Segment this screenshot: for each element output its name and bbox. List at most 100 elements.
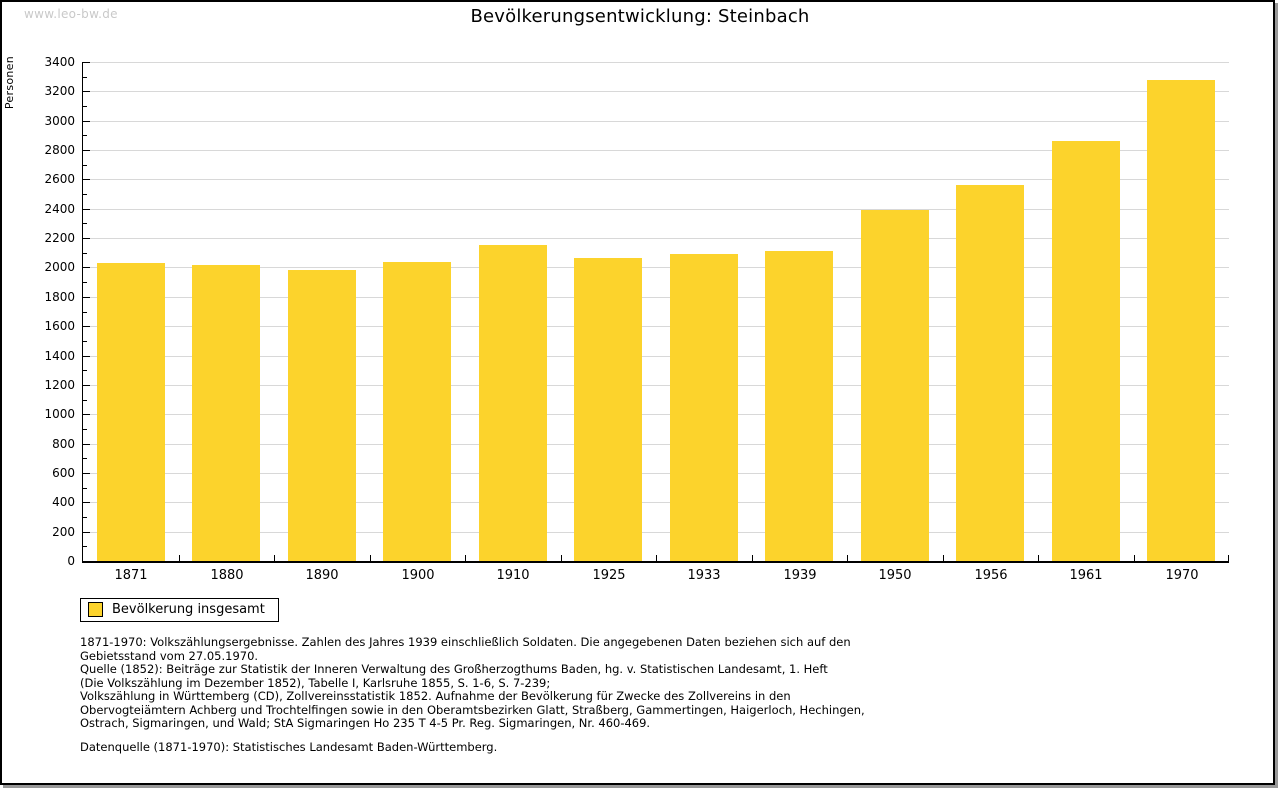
gridline bbox=[83, 150, 1229, 151]
y-minor-tick bbox=[83, 546, 87, 547]
y-minor-tick bbox=[83, 106, 87, 107]
y-tick-label: 2000 bbox=[44, 260, 75, 274]
footnote-line: (Die Volkszählung im Dezember 1852), Tab… bbox=[80, 675, 551, 690]
y-tick-label: 1800 bbox=[44, 290, 75, 304]
y-minor-tick bbox=[83, 194, 87, 195]
y-axis-tick-labels: 0 200 400 600 800 1000 1200 1400 1600 1800 2000 220… bbox=[0, 55, 75, 568]
footnotes: 1871-1970: Volkszählungsergebnisse. Zahl… bbox=[80, 635, 865, 731]
y-minor-tick bbox=[83, 253, 87, 254]
x-boundary-tick bbox=[1134, 555, 1135, 561]
y-minor-tick bbox=[83, 77, 87, 78]
y-tick-label: 0 bbox=[67, 554, 75, 568]
x-tick-label: 1890 bbox=[305, 568, 339, 583]
x-boundary-tick bbox=[274, 555, 275, 561]
legend-swatch-icon bbox=[88, 602, 103, 617]
x-tick-label: 1900 bbox=[401, 568, 435, 583]
bar-1939 bbox=[765, 251, 833, 561]
y-tick-label: 600 bbox=[52, 466, 75, 480]
gridline bbox=[83, 444, 1229, 445]
y-tick-label: 2600 bbox=[44, 172, 75, 186]
y-major-tick bbox=[83, 121, 90, 122]
y-minor-tick bbox=[83, 488, 87, 489]
y-major-tick bbox=[83, 297, 90, 298]
y-major-tick bbox=[83, 267, 90, 268]
gridline bbox=[83, 121, 1229, 122]
y-major-tick bbox=[83, 532, 90, 533]
y-major-tick bbox=[83, 209, 90, 210]
gridline bbox=[83, 414, 1229, 415]
y-minor-tick bbox=[83, 400, 87, 401]
x-tick-label: 1910 bbox=[496, 568, 530, 583]
x-tick-label: 1956 bbox=[974, 568, 1008, 583]
y-major-tick bbox=[83, 473, 90, 474]
y-major-tick bbox=[83, 356, 90, 357]
x-tick-label: 1880 bbox=[210, 568, 244, 583]
y-major-tick bbox=[83, 444, 90, 445]
y-minor-tick bbox=[83, 282, 87, 283]
y-minor-tick bbox=[83, 223, 87, 224]
y-minor-tick bbox=[83, 341, 87, 342]
x-tick-label: 1871 bbox=[114, 568, 148, 583]
bar-1880 bbox=[192, 265, 260, 561]
y-minor-tick bbox=[83, 429, 87, 430]
x-boundary-tick bbox=[847, 555, 848, 561]
gridline bbox=[83, 385, 1229, 386]
y-tick-label: 2400 bbox=[44, 202, 75, 216]
x-boundary-tick bbox=[752, 555, 753, 561]
y-major-tick bbox=[83, 62, 90, 63]
x-tick-label: 1961 bbox=[1069, 568, 1103, 583]
y-tick-label: 3200 bbox=[44, 84, 75, 98]
y-tick-label: 1200 bbox=[44, 378, 75, 392]
gridline bbox=[83, 297, 1229, 298]
gridline bbox=[83, 473, 1229, 474]
footnote-line: Ostrach, Sigmaringen, und Wald; StA Sigm… bbox=[80, 716, 651, 730]
gridline bbox=[83, 326, 1229, 327]
y-tick-label: 400 bbox=[52, 495, 75, 509]
y-tick-label: 800 bbox=[52, 437, 75, 451]
chart-title: Bevölkerungsentwicklung: Steinbach bbox=[470, 6, 810, 27]
x-axis-end-tick bbox=[1228, 555, 1229, 561]
bar-1890 bbox=[288, 270, 356, 561]
y-tick-label: 3000 bbox=[44, 114, 75, 128]
y-major-tick bbox=[83, 502, 90, 503]
footnote-line: Quelle (1852): Beiträge zur Statistik de… bbox=[80, 662, 828, 676]
gridline bbox=[83, 502, 1229, 503]
x-tick-label: 1939 bbox=[783, 568, 817, 583]
y-tick-label: 1600 bbox=[44, 319, 75, 333]
y-minor-tick bbox=[83, 165, 87, 166]
y-major-tick bbox=[83, 150, 90, 151]
y-tick-label: 3400 bbox=[44, 55, 75, 69]
y-tick-label: 1400 bbox=[44, 349, 75, 363]
gridline bbox=[83, 356, 1229, 357]
gridline bbox=[83, 62, 1229, 63]
x-boundary-tick bbox=[561, 555, 562, 561]
y-major-tick bbox=[83, 326, 90, 327]
gridline bbox=[83, 179, 1229, 180]
datasource-note: Datenquelle (1871-1970): Statistisches L… bbox=[80, 740, 498, 754]
y-minor-tick bbox=[83, 517, 87, 518]
x-tick-label: 1933 bbox=[687, 568, 721, 583]
x-boundary-tick bbox=[370, 555, 371, 561]
gridline bbox=[83, 209, 1229, 210]
footnote-line: Gebietsstand vom 27.05.1970. bbox=[80, 648, 259, 663]
y-tick-label: 200 bbox=[52, 525, 75, 539]
gridline bbox=[83, 238, 1229, 239]
x-boundary-tick bbox=[179, 555, 180, 561]
x-tick-label: 1925 bbox=[592, 568, 626, 583]
bar-1910 bbox=[479, 245, 547, 561]
bar-1871 bbox=[97, 263, 165, 561]
bar-1950 bbox=[861, 210, 929, 561]
x-boundary-tick bbox=[465, 555, 466, 561]
y-major-tick bbox=[83, 238, 90, 239]
y-tick-label: 2200 bbox=[44, 231, 75, 245]
x-tick-label: 1950 bbox=[878, 568, 912, 583]
footnote-line: Obervogteiämtern Achberg und Trochtelfin… bbox=[80, 702, 865, 717]
gridline bbox=[83, 532, 1229, 533]
bar-1956 bbox=[956, 185, 1024, 561]
y-tick-label: 2800 bbox=[44, 143, 75, 157]
legend: Bevölkerung insgesamt bbox=[80, 598, 279, 622]
x-boundary-tick bbox=[656, 555, 657, 561]
gridline bbox=[83, 267, 1229, 268]
plot-area: 1871 1880 1890 1900 1910 1925 1933 1939 1950 1956… bbox=[82, 62, 1229, 583]
y-major-tick bbox=[83, 414, 90, 415]
